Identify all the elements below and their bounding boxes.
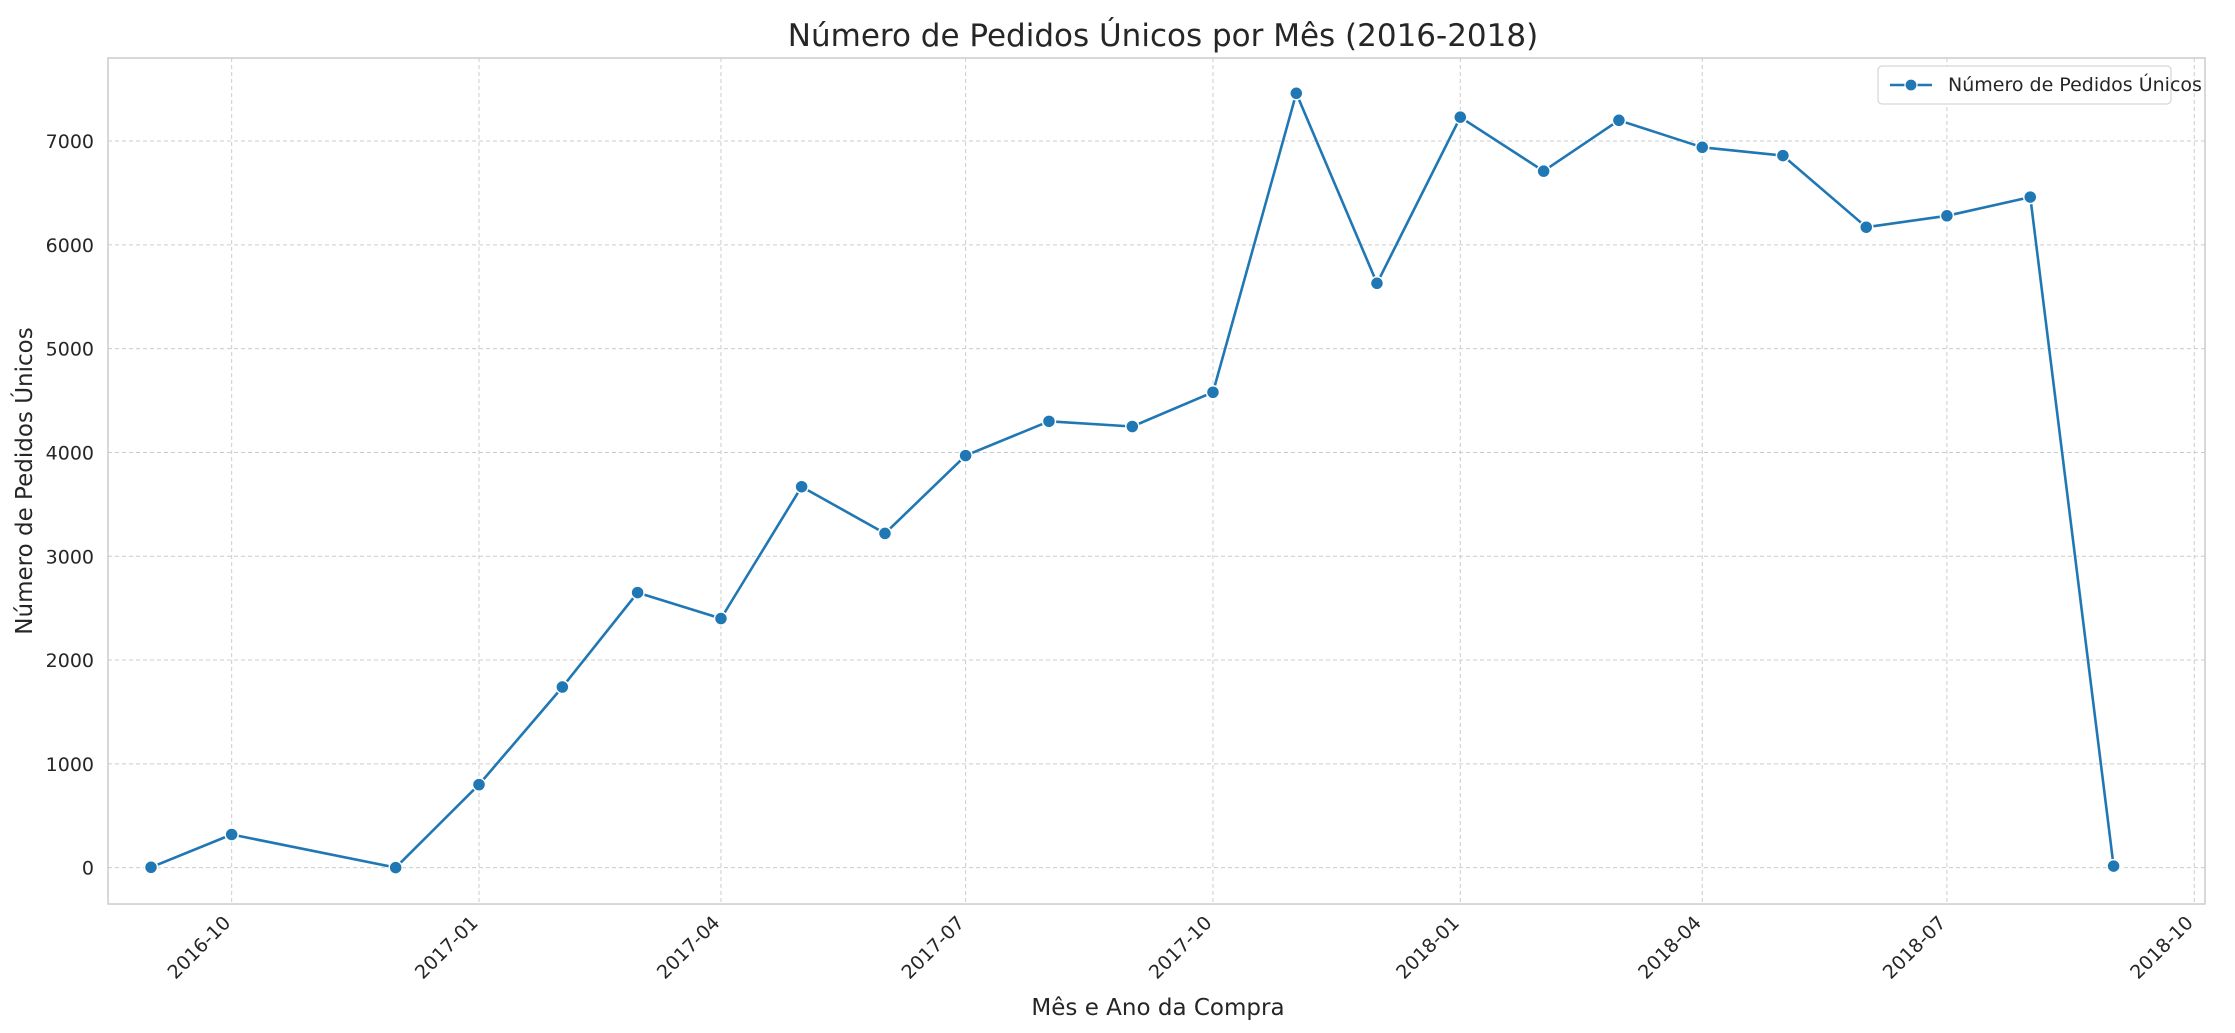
data-point	[388, 860, 403, 875]
y-tick-label: 6000	[46, 235, 94, 257]
x-tick-label: 2018-07	[1879, 912, 1951, 984]
x-tick-label: 2017-10	[1145, 912, 1217, 984]
grid	[108, 58, 2205, 904]
x-tick-label: 2018-01	[1392, 912, 1464, 984]
x-tick-label: 2018-10	[2126, 912, 2198, 984]
y-axis-label: Número de Pedidos Únicos	[10, 327, 38, 634]
y-tick-label: 2000	[46, 650, 94, 672]
x-tick-label: 2018-04	[1634, 912, 1706, 984]
series-layer	[143, 86, 2121, 875]
data-point	[224, 827, 239, 842]
data-point	[1289, 86, 1304, 101]
data-point	[794, 479, 809, 494]
y-tick-label: 4000	[46, 442, 94, 464]
data-point	[2106, 858, 2121, 874]
y-tick-label: 0	[82, 858, 94, 880]
y-tick-label: 5000	[46, 339, 94, 361]
y-tick-label: 7000	[46, 131, 94, 153]
data-point	[630, 585, 645, 600]
plot-frame	[107, 57, 2206, 905]
data-point	[958, 448, 973, 463]
data-point	[1369, 276, 1385, 291]
y-tick-label: 3000	[46, 546, 94, 568]
data-point	[1695, 140, 1710, 155]
data-point	[877, 526, 893, 541]
legend: Número de Pedidos Únicos	[1877, 65, 2202, 105]
y-axis-ticks: 0 1000 2000 3000 4000 5000 6000 7000	[46, 131, 94, 880]
x-tick-label: 2017-04	[653, 912, 725, 984]
data-point	[1775, 148, 1791, 163]
data-point	[471, 777, 487, 792]
data-point	[1041, 414, 1057, 429]
x-tick-label: 2016-10	[164, 912, 236, 984]
legend-point-marker	[1904, 78, 1918, 92]
data-point	[143, 860, 159, 875]
data-point	[1859, 219, 1874, 235]
data-point	[1205, 384, 1221, 400]
legend-entry-label: Número de Pedidos Únicos	[1948, 72, 2202, 96]
data-point	[1125, 419, 1140, 434]
data-point	[713, 611, 729, 626]
chart-title: Número de Pedidos Únicos por Mês (2016-2…	[788, 17, 1538, 54]
y-tick-label: 1000	[46, 754, 94, 776]
data-point	[1536, 163, 1551, 179]
data-point	[2023, 189, 2038, 205]
data-point	[1939, 208, 1955, 224]
data-point	[555, 679, 570, 695]
data-point	[1611, 113, 1627, 128]
data-point	[1453, 109, 1468, 125]
x-tick-label: 2017-07	[897, 912, 969, 984]
x-tick-label: 2017-01	[411, 912, 483, 984]
x-axis-ticks: 2016-10 2017-01 2017-04 2017-07 2017-10 2018-…	[164, 912, 2198, 984]
x-axis-label: Mês e Ano da Compra	[1031, 995, 1284, 1021]
series-line	[150, 92, 2115, 869]
legend-box	[1877, 65, 2172, 105]
